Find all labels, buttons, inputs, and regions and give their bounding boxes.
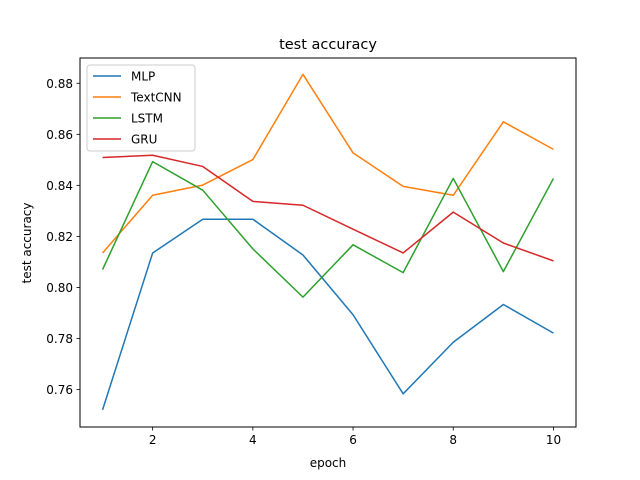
chart-title: test accuracy (279, 37, 377, 53)
x-tick-label: 4 (249, 433, 257, 447)
series-line-lstm (101, 160, 555, 298)
y-tick-label: 0.82 (46, 230, 73, 244)
series-line-mlp (101, 218, 554, 411)
x-tick-label: 2 (149, 433, 157, 447)
y-tick-label: 0.84 (46, 179, 73, 193)
series-line-gru (102, 154, 554, 262)
x-tick-label: 6 (349, 433, 357, 447)
series-lines (101, 73, 555, 411)
x-tick-label: 8 (449, 433, 457, 447)
plot-area-frame (79, 57, 577, 428)
x-axis-label: epoch (310, 456, 347, 470)
y-tick-label: 0.76 (46, 383, 73, 397)
legend-label-mlp: MLP (131, 70, 155, 84)
y-tick-label: 0.78 (46, 332, 73, 346)
series-line-textcnn (101, 73, 554, 254)
y-axis-label: test accuracy (20, 203, 34, 284)
legend-label-lstm: LSTM (131, 112, 163, 126)
y-tick-label: 0.88 (46, 77, 73, 91)
legend-box (86, 64, 196, 152)
legend: MLP TextCNN LSTM GRU (86, 64, 196, 152)
legend-label-gru: GRU (131, 133, 157, 147)
x-tick-label: 10 (546, 433, 561, 447)
x-axis-ticks: 2 4 6 8 10 (149, 427, 561, 447)
y-tick-label: 0.80 (46, 281, 73, 295)
legend-label-textcnn: TextCNN (130, 91, 182, 105)
y-tick-label: 0.86 (46, 128, 73, 142)
y-axis-ticks: 0.76 0.78 0.80 0.82 0.84 0.86 0.88 (46, 77, 80, 397)
